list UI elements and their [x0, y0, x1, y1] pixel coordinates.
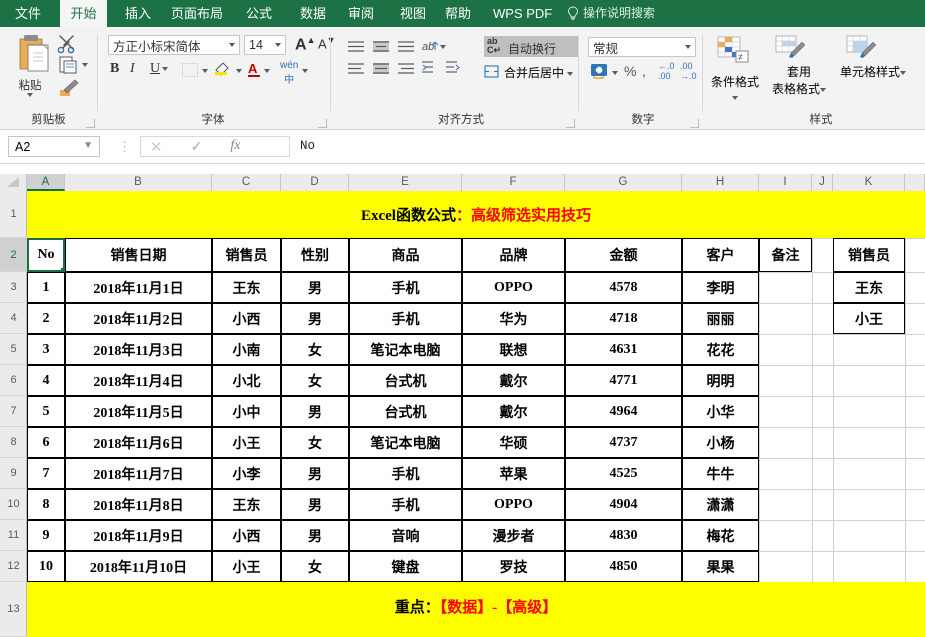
- svg-text:A: A: [248, 61, 258, 76]
- svg-text:≠: ≠: [738, 52, 743, 62]
- svg-text:ab: ab: [422, 41, 434, 53]
